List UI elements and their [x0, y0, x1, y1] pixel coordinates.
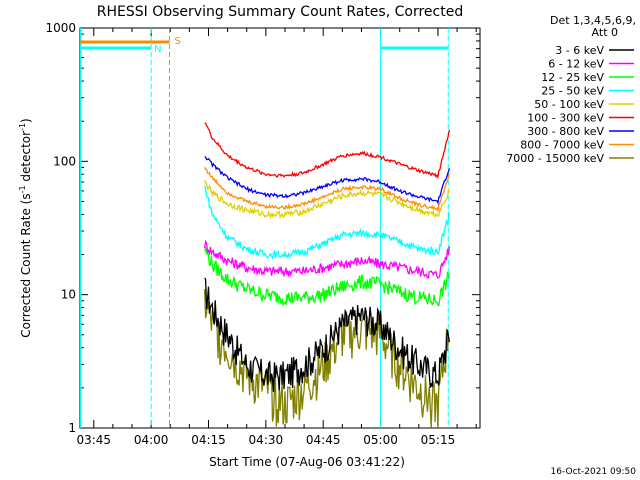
legend-label: 3 - 6 keV [555, 44, 604, 57]
night-label: N [154, 44, 161, 55]
y-tick-label: 10 [61, 288, 76, 302]
x-tick-label: 05:15 [421, 433, 456, 447]
y-axis-label-exp1: -1 [18, 185, 27, 193]
legend-label: 50 - 100 keV [534, 98, 604, 111]
series-line-3 [204, 185, 451, 260]
y-axis-label-group: Corrected Count Rate (s-1 detector-1) [18, 118, 33, 337]
x-axis-label: Start Time (07-Aug-06 03:41:22) [209, 455, 405, 469]
x-tick-label: 03:45 [76, 433, 111, 447]
y-axis-label: Corrected Count Rate (s-1 detector-1) [18, 118, 33, 337]
y-axis-label-end: ) [19, 118, 33, 123]
legend-label: 300 - 800 keV [527, 125, 604, 138]
y-tick-label: 100 [53, 154, 76, 168]
series-line-0 [204, 277, 451, 392]
x-tick-label: 05:00 [363, 433, 398, 447]
legend-header: Det 1,3,4,5,6,9, [550, 14, 636, 27]
x-tick-label: 04:15 [191, 433, 226, 447]
y-tick-label: 1000 [45, 21, 76, 35]
legend-label: 6 - 12 keV [548, 58, 604, 71]
y-axis-label-main: Corrected Count Rate (s [19, 193, 33, 337]
series-line-7 [204, 167, 451, 213]
y-tick-label: 1 [68, 421, 76, 435]
legend-header2: Att 0 [592, 26, 618, 39]
series-line-1 [204, 239, 451, 279]
x-tick-label: 04:30 [249, 433, 284, 447]
plot-marks: SN [80, 28, 451, 429]
legend-label: 7000 - 15000 keV [506, 152, 604, 165]
saa-label: S [174, 36, 180, 47]
series-line-2 [204, 247, 451, 308]
x-tick-label: 04:45 [306, 433, 341, 447]
plot-axes: 1 10 100 1000 03:45 04:00 04:15 04:30 04:45 05:00… [45, 21, 481, 447]
timestamp: 16-Oct-2021 09:50 [551, 467, 637, 477]
legend-label: 12 - 25 keV [541, 71, 604, 84]
plot-frame [79, 27, 481, 429]
series-line-5 [204, 122, 451, 180]
series-line-4 [204, 179, 451, 220]
legend-label: 100 - 300 keV [527, 112, 604, 125]
y-axis-label-mid: detector [19, 131, 33, 186]
legend-label: 25 - 50 keV [541, 85, 604, 98]
chart-title: RHESSI Observing Summary Count Rates, Co… [97, 4, 463, 20]
series-line-6 [204, 155, 451, 205]
y-axis-label-exp2: -1 [18, 123, 27, 131]
legend-label: 800 - 7000 keV [520, 139, 604, 152]
x-tick-label: 04:00 [134, 433, 169, 447]
